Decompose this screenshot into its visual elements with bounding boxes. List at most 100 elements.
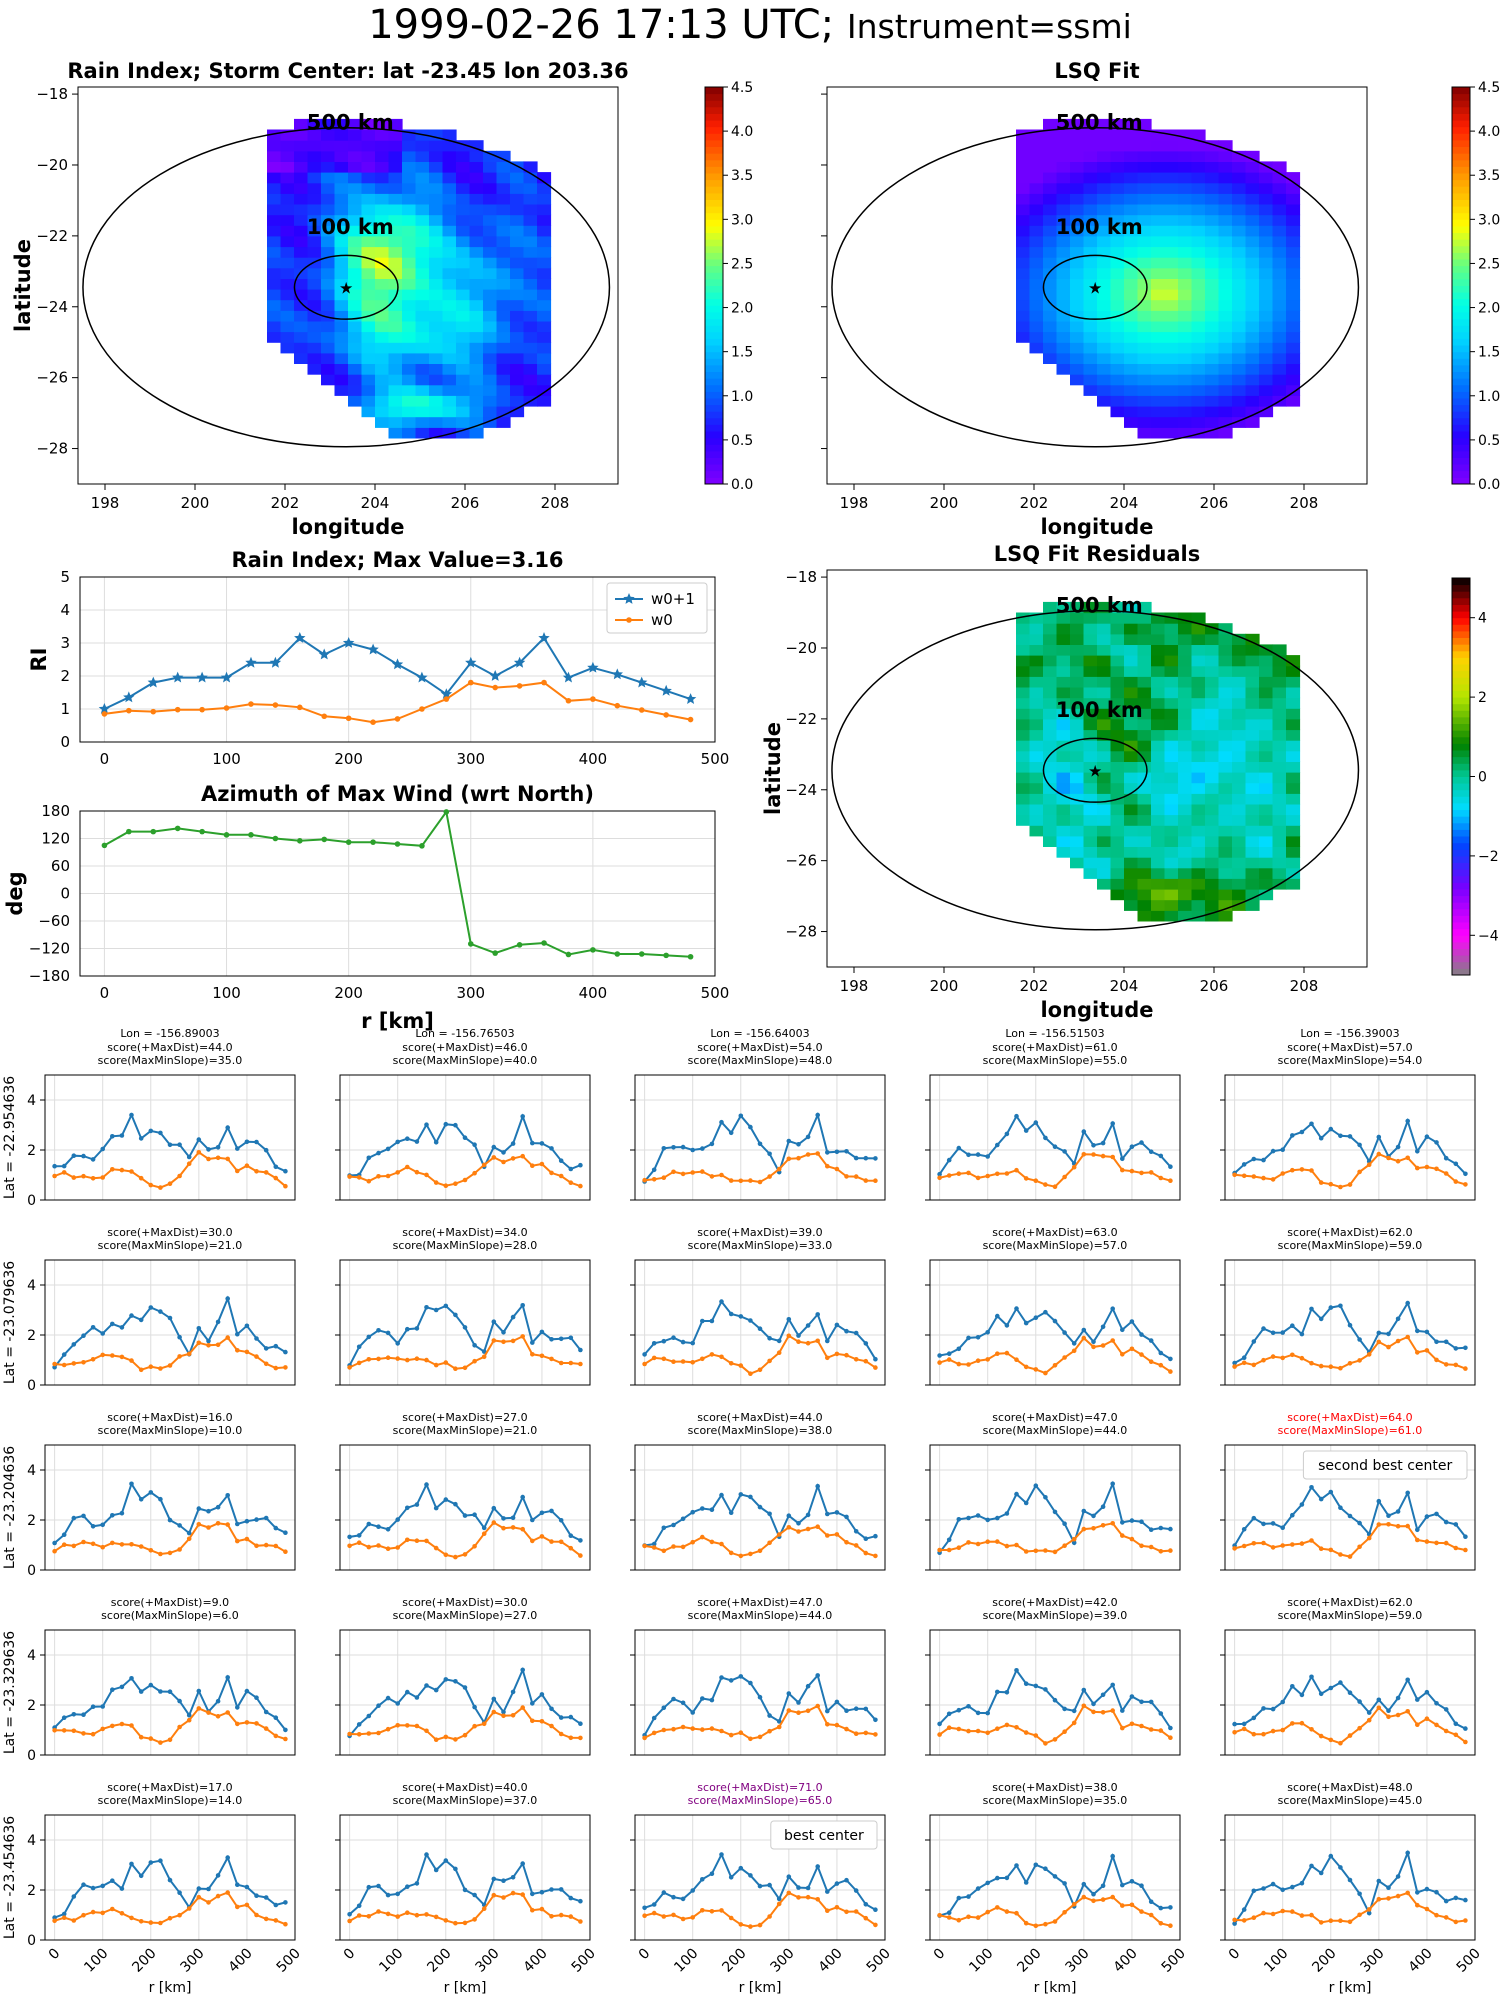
map-cell (1137, 374, 1152, 386)
map-cell (1056, 310, 1071, 322)
grid-series-point (110, 1906, 115, 1912)
colorbar-segment (705, 113, 723, 121)
series-point (172, 671, 184, 683)
grid-series-point (414, 1326, 420, 1331)
map-cell (1191, 150, 1206, 162)
map-cell (1151, 825, 1166, 837)
map-cell (294, 257, 309, 269)
x-tick-label: 0 (100, 750, 110, 768)
grid-series-point (1366, 1710, 1372, 1715)
map-cell (1259, 363, 1274, 375)
map-cell (510, 214, 525, 226)
grid-series-point (1424, 1886, 1430, 1892)
map-cell (307, 129, 322, 141)
grid-series-point (1100, 1523, 1106, 1528)
grid-series-point (491, 1876, 497, 1882)
grid-series-point (405, 1326, 410, 1332)
map-cell (321, 278, 336, 290)
map-cell (510, 182, 525, 194)
map-cell (469, 384, 484, 396)
grid-series-point (1148, 1170, 1154, 1175)
grid-series-point (671, 1544, 676, 1549)
colorbar-segment (1452, 153, 1470, 161)
grid-series-point (206, 1525, 211, 1530)
grid-series-point (825, 1722, 830, 1727)
grid-series-point (1261, 1910, 1266, 1916)
map-cell (1110, 825, 1125, 837)
series-point (419, 706, 425, 712)
map-cell (1164, 835, 1179, 847)
grid-series-point (225, 1125, 230, 1130)
map-cell (415, 182, 430, 194)
grid-series-point (110, 1878, 115, 1883)
map-cell (361, 352, 376, 364)
map-cell (483, 331, 498, 343)
grid-series-point (937, 1171, 942, 1177)
grid-series-point (1148, 1699, 1154, 1705)
map-cell (1272, 708, 1287, 720)
grid-series-point (119, 1510, 125, 1516)
map-cell (1232, 867, 1247, 879)
grid-series-point (100, 1352, 105, 1358)
grid-series-point (757, 1548, 763, 1554)
map-cell (280, 310, 295, 322)
map-cell (1110, 246, 1125, 258)
grid-cell-score-maxdist: score(+MaxDist)=39.0 (697, 1226, 822, 1239)
series-point (269, 656, 282, 668)
map-cell (483, 363, 498, 375)
grid-series-point (539, 1510, 545, 1516)
map-cell (1110, 676, 1125, 688)
grid-series-point (815, 1864, 820, 1869)
grid-series-point (1062, 1149, 1067, 1154)
map-cell (1110, 867, 1125, 879)
grid-series-point (1424, 1689, 1430, 1695)
map-cell (1245, 782, 1260, 794)
colorbar-segment (1452, 173, 1470, 181)
map-cell (1016, 172, 1031, 184)
map-cell (1083, 750, 1098, 762)
grid-series-point (453, 1366, 458, 1371)
azimuth-point (590, 947, 596, 953)
map-cell (1164, 761, 1179, 773)
map-cell (1083, 835, 1098, 847)
grid-series-point (1232, 1921, 1237, 1926)
colorbar-segment (1452, 351, 1470, 359)
colorbar-segment (1452, 829, 1470, 837)
grid-series-point (680, 1359, 686, 1364)
map-cell (429, 352, 444, 364)
grid-series-point (1347, 1513, 1353, 1519)
grid-series-point (757, 1734, 763, 1740)
series-point (590, 696, 596, 702)
map-cell (1016, 299, 1031, 311)
map-cell (483, 204, 498, 216)
map-cell (280, 235, 295, 248)
map-cell (1191, 161, 1206, 173)
map-cell (1178, 363, 1193, 375)
grid-series-point (472, 1512, 477, 1517)
grid-series-point (738, 1553, 744, 1559)
grid-series-point (796, 1710, 801, 1715)
map-cell (1286, 352, 1301, 364)
x-tick-label: 300 (456, 984, 485, 1002)
y-tick-label: −22 (785, 710, 817, 728)
map-cell (294, 140, 309, 152)
map-cell (1151, 655, 1166, 667)
map-cell (334, 246, 349, 258)
map-cell (375, 235, 390, 248)
grid-series-point (263, 1170, 269, 1175)
grid-series-point (690, 1915, 695, 1920)
map-cell (537, 235, 552, 248)
map-cell (1110, 729, 1125, 741)
map-cell (388, 129, 403, 141)
grid-series-point (1014, 1725, 1019, 1730)
grid-series-point (414, 1169, 420, 1175)
grid-series-point (462, 1732, 468, 1738)
map-cell (402, 289, 417, 301)
grid-series-point (433, 1545, 439, 1551)
y-tick-label: 60 (51, 857, 70, 875)
map-cell (1029, 793, 1044, 805)
x-tick-label: 500 (701, 984, 730, 1002)
map-cell (1070, 750, 1085, 762)
map-cell (1232, 384, 1247, 396)
grid-series-point (1395, 1158, 1401, 1164)
